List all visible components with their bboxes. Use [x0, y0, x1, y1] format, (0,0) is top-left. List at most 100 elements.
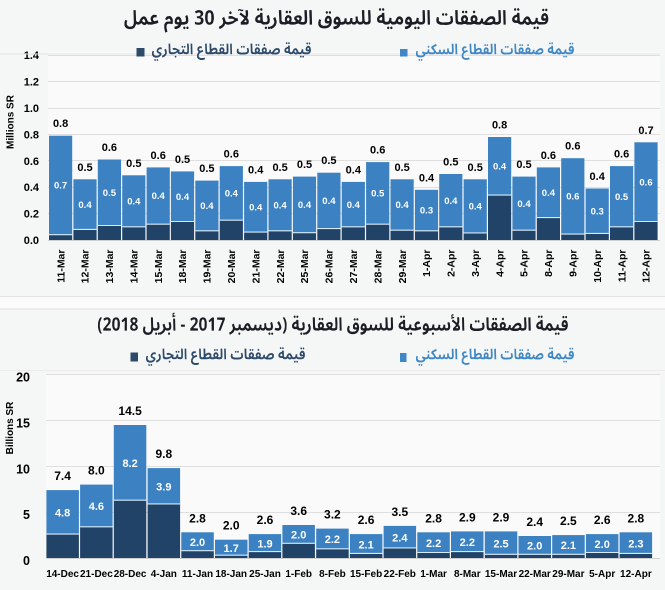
svg-text:4.8: 4.8 [55, 508, 70, 520]
svg-text:2.3: 2.3 [628, 538, 643, 550]
svg-text:2.9: 2.9 [459, 510, 476, 524]
svg-text:4-Jan: 4-Jan [151, 569, 177, 580]
svg-text:2.8: 2.8 [425, 511, 442, 525]
svg-text:0.4: 0.4 [347, 200, 361, 211]
svg-text:2.2: 2.2 [325, 534, 340, 546]
svg-text:2.0: 2.0 [291, 530, 306, 542]
svg-text:0.6: 0.6 [566, 192, 579, 203]
svg-text:0.3: 0.3 [420, 206, 433, 217]
svg-text:0.5: 0.5 [615, 192, 629, 203]
svg-text:0.6: 0.6 [614, 149, 629, 161]
svg-text:1-Apr: 1-Apr [421, 250, 433, 277]
svg-text:11-Apr: 11-Apr [616, 250, 628, 283]
svg-text:27-Mar: 27-Mar [348, 250, 360, 284]
svg-text:Billions SR: Billions SR [5, 401, 16, 455]
svg-text:15-Feb: 15-Feb [350, 569, 382, 580]
svg-text:0.7: 0.7 [638, 125, 653, 137]
svg-text:1-Mar: 1-Mar [420, 569, 447, 580]
svg-text:0.4: 0.4 [127, 197, 141, 208]
svg-text:18-Jan: 18-Jan [215, 569, 247, 580]
svg-text:0.4: 0.4 [590, 171, 606, 183]
svg-text:2.6: 2.6 [257, 513, 274, 527]
svg-text:0.5: 0.5 [103, 188, 117, 199]
svg-text:0.6: 0.6 [565, 141, 580, 153]
svg-text:2.8: 2.8 [189, 511, 206, 525]
svg-text:2.2: 2.2 [426, 538, 441, 550]
svg-text:0.5: 0.5 [468, 162, 483, 174]
svg-text:0.4: 0.4 [24, 182, 40, 194]
svg-text:0.8: 0.8 [53, 118, 68, 130]
svg-text:0.5: 0.5 [443, 157, 458, 169]
svg-text:21-Mar: 21-Mar [250, 250, 262, 284]
svg-text:11-Jan: 11-Jan [182, 569, 213, 580]
svg-text:0.2: 0.2 [24, 209, 39, 221]
svg-text:0.6: 0.6 [102, 142, 117, 154]
svg-text:0.4: 0.4 [249, 202, 263, 213]
svg-text:0.4: 0.4 [248, 164, 264, 176]
svg-text:0.0: 0.0 [24, 235, 39, 247]
svg-text:29-Mar: 29-Mar [397, 250, 409, 284]
svg-text:2.4: 2.4 [392, 532, 408, 544]
svg-text:0.6: 0.6 [24, 156, 39, 168]
svg-text:0.4: 0.4 [200, 201, 214, 212]
svg-text:14.5: 14.5 [118, 404, 142, 418]
svg-text:2.8: 2.8 [628, 511, 645, 525]
svg-text:10: 10 [16, 462, 30, 476]
svg-text:5-Apr: 5-Apr [589, 569, 615, 580]
svg-text:7.4: 7.4 [54, 469, 71, 483]
svg-text:0.6: 0.6 [151, 150, 166, 162]
svg-text:15: 15 [16, 416, 30, 430]
svg-text:2.4: 2.4 [526, 515, 543, 529]
svg-text:28-Mar: 28-Mar [372, 250, 384, 284]
svg-text:8.0: 8.0 [88, 464, 105, 478]
svg-text:0.5: 0.5 [321, 155, 336, 167]
svg-text:26-Mar: 26-Mar [324, 250, 336, 284]
svg-text:3.6: 3.6 [290, 504, 307, 518]
svg-text:0.5: 0.5 [297, 159, 312, 171]
svg-text:3.2: 3.2 [324, 508, 341, 522]
svg-text:10-Apr: 10-Apr [592, 250, 604, 283]
svg-text:0.6: 0.6 [541, 150, 556, 162]
svg-text:0.6: 0.6 [224, 149, 239, 161]
svg-text:15-Mar: 15-Mar [153, 250, 165, 284]
svg-text:0.4: 0.4 [395, 200, 409, 211]
svg-text:4-Apr: 4-Apr [494, 250, 506, 277]
svg-text:0.5: 0.5 [394, 162, 409, 174]
svg-text:2.0: 2.0 [527, 541, 542, 553]
svg-text:1.9: 1.9 [257, 538, 272, 550]
svg-text:0.4: 0.4 [298, 200, 312, 211]
svg-text:0.6: 0.6 [639, 177, 652, 188]
svg-text:0.8: 0.8 [24, 129, 39, 141]
svg-text:4.6: 4.6 [89, 501, 104, 513]
svg-text:0.4: 0.4 [322, 196, 336, 207]
svg-text:0.4: 0.4 [176, 192, 190, 203]
svg-text:0.4: 0.4 [542, 188, 556, 199]
svg-text:29-Mar: 29-Mar [552, 569, 584, 580]
svg-text:14-Mar: 14-Mar [129, 250, 141, 284]
svg-text:8-Apr: 8-Apr [543, 250, 555, 277]
svg-text:0.5: 0.5 [272, 162, 287, 174]
svg-text:12-Mar: 12-Mar [80, 250, 92, 284]
svg-text:2.2: 2.2 [460, 537, 475, 549]
svg-text:0.4: 0.4 [469, 202, 483, 213]
svg-text:8.2: 8.2 [122, 458, 137, 470]
svg-text:0.4: 0.4 [493, 162, 507, 173]
svg-text:25-Mar: 25-Mar [299, 250, 311, 284]
svg-text:0.5: 0.5 [77, 162, 92, 174]
svg-text:Millions SR: Millions SR [6, 94, 17, 149]
svg-text:2.0: 2.0 [190, 537, 205, 549]
svg-text:19-Mar: 19-Mar [202, 250, 214, 284]
svg-text:0.4: 0.4 [273, 200, 287, 211]
svg-text:28-Dec: 28-Dec [114, 569, 147, 580]
svg-text:1-Feb: 1-Feb [285, 569, 312, 580]
svg-text:5-Apr: 5-Apr [519, 250, 531, 277]
svg-text:2.0: 2.0 [223, 519, 240, 533]
svg-text:2-Apr: 2-Apr [446, 250, 458, 277]
svg-text:12-Apr: 12-Apr [620, 569, 652, 580]
svg-text:8-Feb: 8-Feb [319, 569, 346, 580]
svg-text:18-Mar: 18-Mar [177, 250, 189, 284]
svg-text:0.6: 0.6 [370, 145, 385, 157]
svg-text:11-Mar: 11-Mar [55, 250, 67, 283]
svg-text:3.9: 3.9 [156, 482, 171, 494]
svg-text:12-Apr: 12-Apr [641, 250, 653, 283]
